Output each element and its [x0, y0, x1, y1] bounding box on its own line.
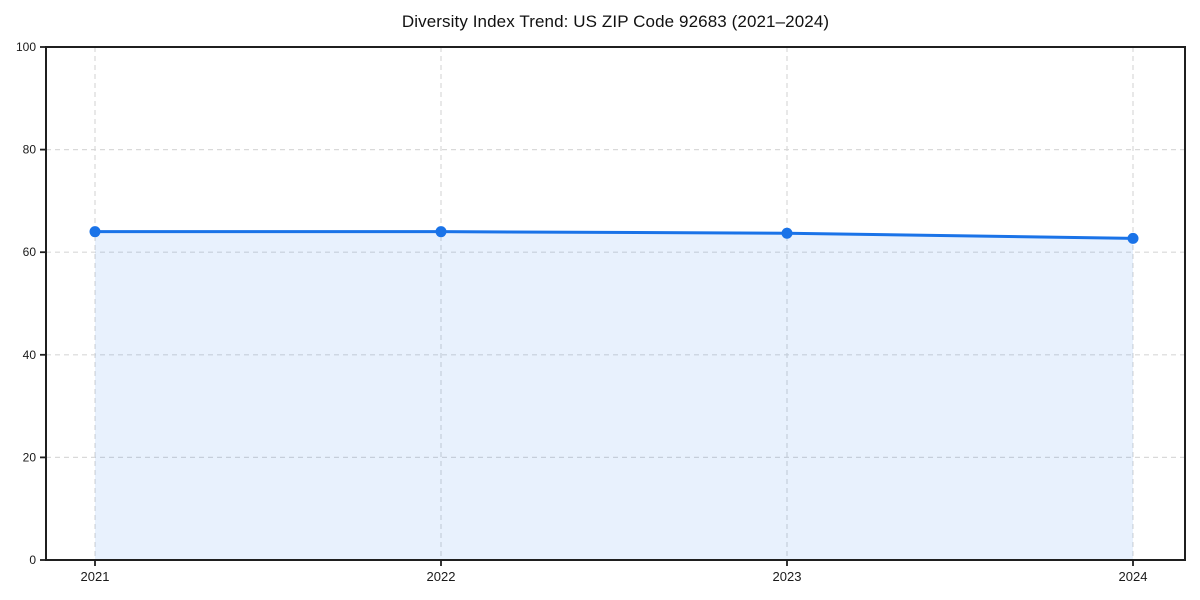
data-point-2024	[1127, 232, 1139, 244]
y-tick-label-20: 20	[23, 450, 37, 464]
x-tick-label-2024: 2024	[1119, 569, 1148, 584]
data-point-2021	[89, 226, 101, 238]
trend-line-path	[93, 230, 1135, 240]
plot-border	[45, 46, 1186, 561]
data-point-2023	[781, 227, 793, 239]
y-tick-label-40: 40	[23, 348, 37, 362]
data-point-2022	[435, 226, 447, 238]
trend-line	[93, 230, 1135, 240]
area-fill	[95, 231, 1133, 560]
plot-border-rect	[45, 46, 1186, 561]
x-tick-label-2023: 2023	[773, 569, 802, 584]
x-tick-label-2022: 2022	[427, 569, 456, 584]
y-tick-label-0: 0	[29, 553, 36, 567]
tick-labels: 0 20 40 60 80 100 2021 2022 2023 2024	[16, 40, 1147, 584]
y-tick-label-80: 80	[23, 143, 37, 157]
y-tick-label-60: 60	[23, 245, 37, 259]
y-tick-label-100: 100	[16, 40, 36, 54]
axis-ticks	[40, 46, 1134, 566]
data-points	[89, 226, 1139, 244]
x-tick-label-2021: 2021	[81, 569, 110, 584]
area-fill-path	[95, 231, 1133, 560]
chart-title: Diversity Index Trend: US ZIP Code 92683…	[401, 12, 830, 31]
